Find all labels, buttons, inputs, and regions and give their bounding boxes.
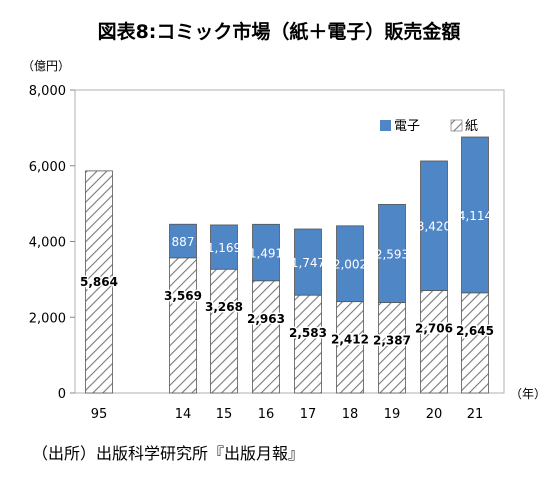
data-label-paper: 3,569 xyxy=(164,289,202,303)
chart-title: 図表8:コミック市場（紙＋電子）販売金額 xyxy=(98,20,461,43)
bar-paper xyxy=(210,268,238,394)
data-label-paper: 2,963 xyxy=(247,312,285,326)
bar-paper xyxy=(461,292,489,394)
bar-electronic xyxy=(378,203,406,303)
legend-swatch-electronic xyxy=(380,120,391,131)
y-tick-label: 6,000 xyxy=(29,160,66,175)
bar-electronic xyxy=(420,160,448,291)
data-label-electronic: 4,114 xyxy=(458,209,492,223)
data-label-paper: 2,583 xyxy=(289,326,327,340)
data-labels: 5,864 3,569 887 3,268 1,169 2,963 1,491 2,583 1,… xyxy=(79,209,496,349)
data-label-paper: 2,706 xyxy=(415,322,453,336)
x-tick-label: 19 xyxy=(384,407,401,422)
y-tick-label: 0 xyxy=(58,387,66,402)
bar-electronic xyxy=(294,228,322,296)
data-label-paper: 2,387 xyxy=(373,334,411,348)
y-tick-label: 2,000 xyxy=(29,311,66,326)
data-label-paper: 2,412 xyxy=(331,333,369,347)
data-label-electronic: 887 xyxy=(172,235,195,249)
bar-paper xyxy=(420,290,448,394)
bar-paper xyxy=(169,257,197,394)
y-tick-label: 4,000 xyxy=(29,236,66,251)
bar-electronic xyxy=(210,224,238,270)
bar-paper xyxy=(294,294,322,394)
bars xyxy=(85,136,489,394)
source-note: （出所）出版科学研究所『出版月報』 xyxy=(32,444,305,463)
data-label-paper: 5,864 xyxy=(80,275,118,289)
bar-paper xyxy=(252,280,280,394)
x-axis: 95 14 15 16 17 18 19 20 21 xyxy=(91,407,484,422)
y-axis: 0 2,000 4,000 6,000 8,000 xyxy=(29,84,75,402)
data-label-paper: 2,645 xyxy=(456,324,494,338)
legend-swatch-paper xyxy=(450,119,463,132)
x-unit-label: （年） xyxy=(510,387,546,401)
bar-electronic xyxy=(461,136,489,294)
bar-electronic xyxy=(252,223,280,282)
data-label-electronic: 2,002 xyxy=(333,258,367,272)
x-tick-label: 95 xyxy=(91,407,108,422)
legend: 電子 紙 xyxy=(380,119,478,134)
x-tick-label: 14 xyxy=(175,407,192,422)
bar-electronic xyxy=(169,223,197,259)
data-label-electronic: 1,169 xyxy=(207,241,241,255)
x-tick-label: 17 xyxy=(300,407,317,422)
x-tick-label: 21 xyxy=(467,407,484,422)
x-tick-label: 15 xyxy=(216,407,233,422)
data-label-electronic: 3,420 xyxy=(417,220,451,234)
data-label-electronic: 1,747 xyxy=(291,256,325,270)
data-label-paper: 3,268 xyxy=(205,300,243,314)
bar-paper xyxy=(378,302,406,394)
bar-electronic xyxy=(336,225,364,303)
x-tick-label: 16 xyxy=(258,407,275,422)
legend-label-electronic: 電子 xyxy=(394,119,420,134)
x-tick-label: 18 xyxy=(342,407,359,422)
data-label-electronic: 2,593 xyxy=(375,247,409,261)
y-unit-label: （億円） xyxy=(22,59,70,73)
bar-paper xyxy=(85,170,113,394)
legend-label-paper: 紙 xyxy=(465,119,478,134)
y-tick-label: 8,000 xyxy=(29,84,66,99)
x-tick-label: 20 xyxy=(426,407,443,422)
bar-paper xyxy=(336,301,364,394)
data-label-electronic: 1,491 xyxy=(249,247,283,261)
